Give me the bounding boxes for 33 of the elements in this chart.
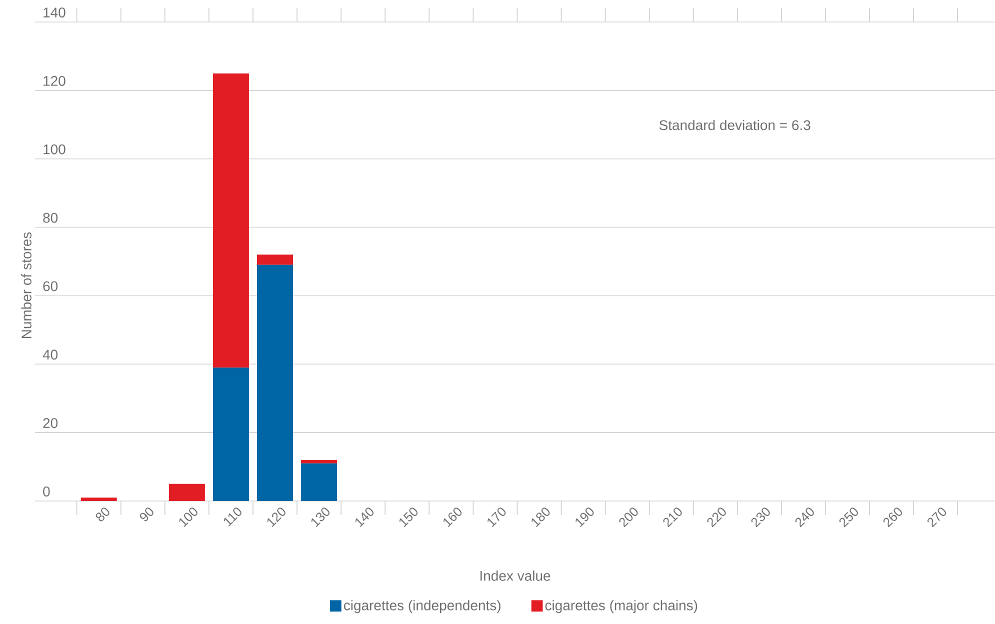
y-tick-label: 40 bbox=[42, 350, 58, 360]
x-tick-label: 160 bbox=[443, 508, 462, 528]
x-tick-label: 150 bbox=[399, 508, 418, 528]
x-tick-label: 120 bbox=[267, 508, 286, 528]
y-tick-label: 80 bbox=[43, 212, 58, 223]
x-tick-label: 270 bbox=[927, 508, 946, 528]
x-tick-label: 240 bbox=[795, 508, 814, 528]
y-tick-label: 0 bbox=[43, 486, 50, 496]
y-tick-label: 100 bbox=[44, 144, 66, 154]
x-tick-label: 130 bbox=[311, 508, 330, 528]
annotation: Standard deviation = 6.3 bbox=[659, 120, 810, 130]
y-tick-label: 120 bbox=[44, 76, 66, 86]
x-tick-label: 90 bbox=[140, 508, 154, 522]
x-tick-label: 110 bbox=[224, 508, 242, 526]
x-tick-label: 230 bbox=[751, 508, 770, 528]
x-tick-label: 140 bbox=[355, 508, 374, 528]
legend-label: cigarettes (independents) bbox=[344, 600, 500, 614]
legend-label: cigarettes (major chains) bbox=[545, 600, 698, 614]
x-tick-label: 220 bbox=[707, 508, 726, 528]
x-tick-label: 100 bbox=[179, 508, 198, 528]
y-tick-label: 140 bbox=[44, 8, 66, 18]
x-tick-label: 180 bbox=[532, 508, 550, 528]
x-tick-label: 250 bbox=[839, 508, 858, 528]
y-axis-title: Number of stores bbox=[21, 232, 32, 338]
y-tick-label: 20 bbox=[43, 418, 58, 428]
x-tick-label: 170 bbox=[488, 508, 506, 528]
x-tick-label: 190 bbox=[576, 508, 594, 528]
x-tick-label: 260 bbox=[883, 508, 902, 528]
x-tick-label: 80 bbox=[96, 508, 110, 522]
x-axis-title: Index value bbox=[480, 570, 550, 581]
y-tick-label: 60 bbox=[43, 281, 58, 292]
x-tick-label: 200 bbox=[619, 508, 638, 528]
x-tick-label: 210 bbox=[663, 508, 682, 528]
